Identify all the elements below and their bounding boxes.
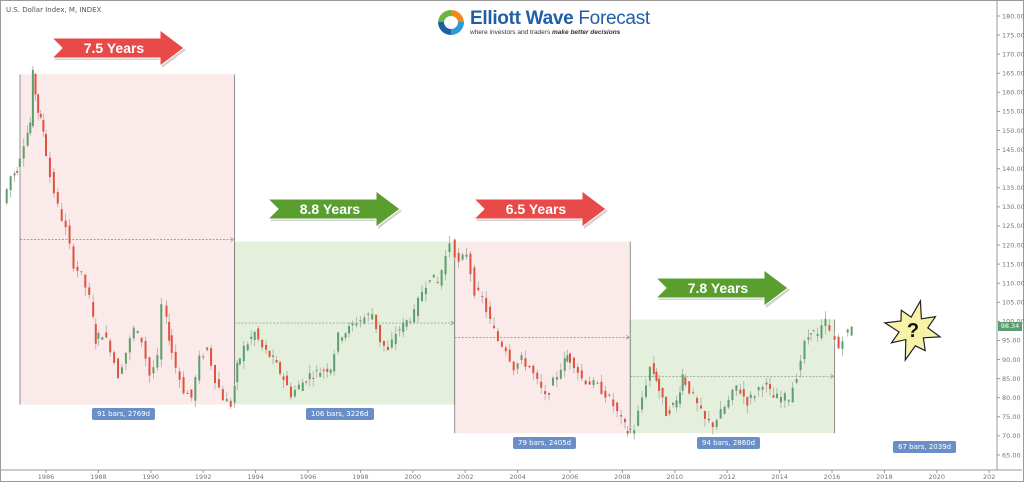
time-tick-label: 2018 [876,473,893,481]
price-tick-label: 125.00 [1002,222,1024,230]
chart-title: U.S. Dollar Index, M, INDEX [6,6,102,14]
price-tick-label: 135.00 [1002,184,1024,192]
price-tick-label: 115.00 [1002,260,1024,268]
price-tick-label: 130.00 [1002,203,1024,211]
arrow-8.8-years: 8.8 Years [266,190,402,229]
time-tick-label: 2010 [667,473,684,481]
question-starburst: ? [883,298,942,362]
price-tick-label: 180.00 [1002,12,1024,20]
price-tick-label: 160.00 [1002,89,1024,97]
logo-brand: Elliott Wave Forecast [470,8,650,29]
logo-swirl-icon [438,9,464,35]
question-mark: ? [907,320,919,342]
current-price-badge: 98.34 [998,322,1022,331]
price-tick-label: 165.00 [1002,70,1024,78]
price-tick-label: 100.00 [1002,318,1024,326]
price-tick-label: 110.00 [1002,279,1024,287]
time-tick-label: 1994 [247,473,264,481]
arrow-7.5-years: 7.5 Years [50,29,186,68]
arrow-label: 7.8 Years [688,280,749,296]
price-tick-label: 140.00 [1002,165,1024,173]
time-tick-label: 202 [983,473,995,481]
price-tick-label: 85.00 [1002,375,1021,383]
time-tick-label: 1990 [143,473,160,481]
stats-badge: 106 bars, 3226d [306,408,374,420]
price-tick-label: 75.00 [1002,413,1021,421]
price-tick-label: 145.00 [1002,146,1024,154]
stats-badge: 94 bars, 2860d [697,437,761,449]
time-tick-label: 1986 [38,473,55,481]
time-tick-label: 1998 [352,473,369,481]
arrow-7.8-years: 7.8 Years [654,269,790,308]
logo: Elliott Wave Forecast where investors an… [432,5,650,39]
price-tick-label: 120.00 [1002,241,1024,249]
time-tick-label: 2012 [719,473,736,481]
cycle-zones [19,74,836,434]
duration-arrows: 7.5 Years 8.8 Years 6.5 Years 7.8 Years [50,29,790,308]
time-tick-label: 2020 [929,473,946,481]
price-tick-label: 105.00 [1002,299,1024,307]
price-tick-label: 65.00 [1002,451,1021,459]
stats-badge: 67 bars, 2039d [893,441,957,453]
stats-badge: 79 bars, 2405d [513,437,577,449]
price-tick-label: 90.00 [1002,356,1021,364]
price-tick-label: 170.00 [1002,50,1024,58]
arrow-label: 8.8 Years [300,201,361,217]
price-tick-label: 95.00 [1002,337,1021,345]
candlesticks [5,66,853,440]
time-tick-label: 2006 [562,473,579,481]
price-tick-label: 150.00 [1002,127,1024,135]
arrow-6.5-years: 6.5 Years [472,190,608,229]
price-tick-label: 155.00 [1002,108,1024,116]
price-tick-label: 175.00 [1002,31,1024,39]
time-tick-label: 1992 [195,473,212,481]
time-tick-label: 2008 [614,473,631,481]
time-tick-label: 1996 [300,473,317,481]
time-tick-label: 2000 [405,473,422,481]
arrow-label: 6.5 Years [506,201,567,217]
time-tick-label: 1988 [90,473,107,481]
time-tick-label: 2014 [771,473,788,481]
stats-badge: 91 bars, 2769d [92,408,156,420]
arrow-label: 7.5 Years [84,40,145,56]
price-tick-label: 80.00 [1002,394,1021,402]
logo-tagline: where investors and traders make better … [470,29,621,36]
time-tick-label: 2002 [457,473,474,481]
price-tick-label: 70.00 [1002,432,1021,440]
time-tick-label: 2004 [509,473,526,481]
time-tick-label: 2016 [824,473,841,481]
